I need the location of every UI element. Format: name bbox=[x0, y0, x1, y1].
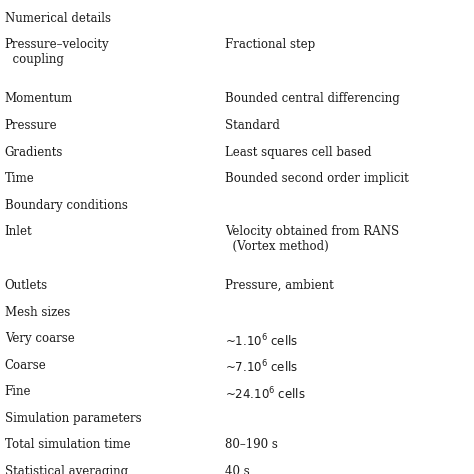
Text: Statistical averaging: Statistical averaging bbox=[5, 465, 128, 474]
Text: Coarse: Coarse bbox=[5, 359, 46, 372]
Text: Simulation parameters: Simulation parameters bbox=[5, 412, 141, 425]
Text: Numerical details: Numerical details bbox=[5, 12, 111, 25]
Text: ~24.10$^6$ cells: ~24.10$^6$ cells bbox=[225, 385, 306, 402]
Text: Least squares cell based: Least squares cell based bbox=[225, 146, 372, 158]
Text: Mesh sizes: Mesh sizes bbox=[5, 306, 70, 319]
Text: Pressure, ambient: Pressure, ambient bbox=[225, 279, 334, 292]
Text: ~1.10$^6$ cells: ~1.10$^6$ cells bbox=[225, 332, 298, 349]
Text: Bounded central differencing: Bounded central differencing bbox=[225, 92, 400, 105]
Text: Boundary conditions: Boundary conditions bbox=[5, 199, 128, 211]
Text: Gradients: Gradients bbox=[5, 146, 63, 158]
Text: Inlet: Inlet bbox=[5, 225, 32, 238]
Text: Pressure: Pressure bbox=[5, 119, 57, 132]
Text: Fine: Fine bbox=[5, 385, 31, 398]
Text: Total simulation time: Total simulation time bbox=[5, 438, 130, 451]
Text: 40 s: 40 s bbox=[225, 465, 250, 474]
Text: Time: Time bbox=[5, 172, 35, 185]
Text: Bounded second order implicit: Bounded second order implicit bbox=[225, 172, 409, 185]
Text: Fractional step: Fractional step bbox=[225, 38, 315, 51]
Text: ~7.10$^6$ cells: ~7.10$^6$ cells bbox=[225, 359, 298, 375]
Text: Velocity obtained from RANS
  (Vortex method): Velocity obtained from RANS (Vortex meth… bbox=[225, 225, 399, 253]
Text: Standard: Standard bbox=[225, 119, 280, 132]
Text: Outlets: Outlets bbox=[5, 279, 48, 292]
Text: Pressure–velocity
  coupling: Pressure–velocity coupling bbox=[5, 38, 109, 66]
Text: Very coarse: Very coarse bbox=[5, 332, 74, 345]
Text: Momentum: Momentum bbox=[5, 92, 73, 105]
Text: 80–190 s: 80–190 s bbox=[225, 438, 278, 451]
